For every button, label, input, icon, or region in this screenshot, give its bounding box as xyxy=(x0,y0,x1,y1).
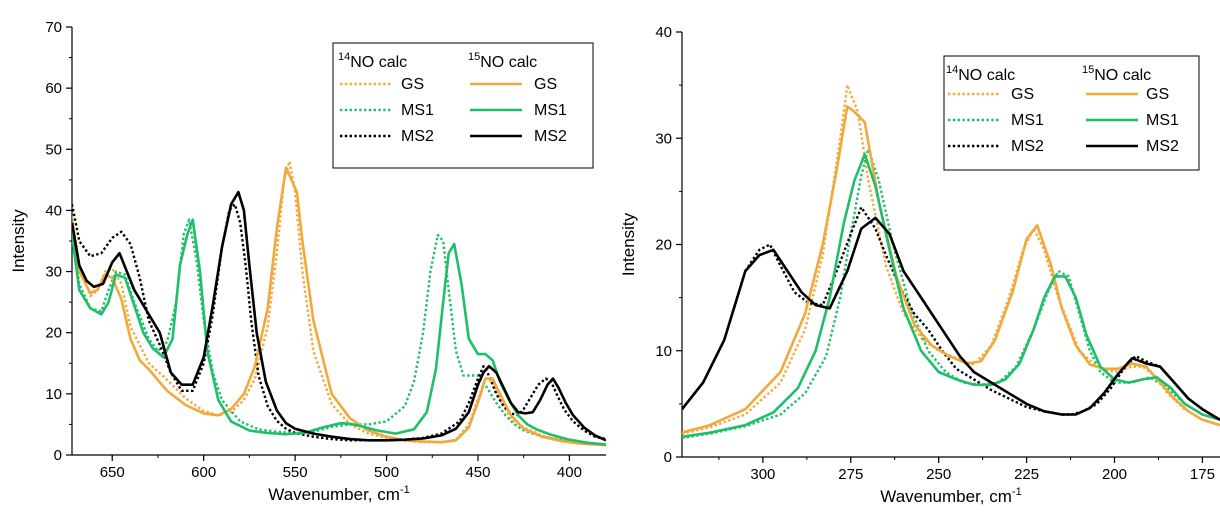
x-tick-label: 200 xyxy=(1102,466,1127,483)
plot-area xyxy=(72,160,606,447)
x-tick-label: 225 xyxy=(1014,466,1039,483)
legend-entry-14no: MS1 xyxy=(1011,112,1044,129)
legend-header-text: NO calc xyxy=(480,54,537,71)
legend-entry-14no: MS2 xyxy=(401,128,434,145)
legend-box xyxy=(943,55,1200,171)
y-tick-label: 30 xyxy=(45,264,62,281)
legend-header-sup: 14 xyxy=(338,51,350,63)
y-tick-label: 0 xyxy=(54,447,62,464)
chart-right: 0 10 20 30 40 300 275 250 225 200 175 Wavenumber, c… xyxy=(619,24,1220,506)
x-tick-label: 275 xyxy=(838,466,863,483)
legend-entry-15no: MS2 xyxy=(1146,138,1179,155)
y-tick-label: 60 xyxy=(45,80,62,97)
legend-entry-15no: GS xyxy=(1146,86,1169,103)
x-tick-label: 600 xyxy=(191,464,216,481)
legend-box xyxy=(332,42,594,169)
x-tick-label: 400 xyxy=(557,464,582,481)
y-tick-label: 40 xyxy=(655,24,672,41)
x-tick-label: 550 xyxy=(283,464,308,481)
y-axis-title: Intensity xyxy=(619,212,638,276)
y-tick-label: 20 xyxy=(655,237,672,254)
legend-entry-14no: GS xyxy=(401,76,424,93)
y-tick-label: 10 xyxy=(655,343,672,360)
series-line-ms2-15no xyxy=(72,190,606,442)
series-line-gs-15no xyxy=(682,105,1220,434)
legend-entry-14no: MS2 xyxy=(1011,138,1044,155)
y-tick-label: 30 xyxy=(655,130,672,147)
plot-area xyxy=(682,83,1220,440)
x-tick-label: 500 xyxy=(374,464,399,481)
series-line-ms2-14no xyxy=(72,203,606,442)
legend-header-sup: 15 xyxy=(1082,64,1094,76)
legend-header-15no: 15NO calc xyxy=(1082,64,1151,84)
x-tick-label: 175 xyxy=(1190,466,1215,483)
legend-header-text: NO calc xyxy=(958,67,1015,84)
series-line-ms1-15no xyxy=(682,152,1220,439)
y-axis-title: Intensity xyxy=(9,209,28,273)
x-axis-title-superscript: -1 xyxy=(400,484,410,496)
legend-header-sup: 15 xyxy=(468,51,480,63)
legend-header-text: NO calc xyxy=(1094,67,1151,84)
legend-entry-15no: MS1 xyxy=(1146,112,1179,129)
series-line-gs-14no xyxy=(72,160,606,446)
y-tick-label: 50 xyxy=(45,141,62,158)
legend-entry-15no: GS xyxy=(534,76,557,93)
legend-header-14no: 14NO calc xyxy=(338,51,407,71)
x-axis-title: Wavenumber, cm-1 xyxy=(268,484,409,504)
chart-left: 0 10 20 30 40 50 60 70 650 600 550 500 450 400 Wavenum… xyxy=(9,19,606,504)
x-tick-label: 300 xyxy=(750,466,775,483)
series-line-ms2-14no xyxy=(682,206,1220,421)
legend-header-text: NO calc xyxy=(350,54,407,71)
series-line-ms2-15no xyxy=(682,216,1220,421)
legend-header-14no: 14NO calc xyxy=(946,64,1015,84)
y-tick-label: 20 xyxy=(45,325,62,342)
y-tick-label: 40 xyxy=(45,202,62,219)
y-tick-label: 0 xyxy=(664,449,672,466)
x-axis-title-superscript: -1 xyxy=(1012,486,1022,498)
legend-header-15no: 15NO calc xyxy=(468,51,537,71)
legend-entry-15no: MS2 xyxy=(534,128,567,145)
series-line-ms1-14no xyxy=(682,147,1220,440)
legend-entry-14no: GS xyxy=(1011,86,1034,103)
y-tick-label: 10 xyxy=(45,386,62,403)
x-tick-label: 450 xyxy=(465,464,490,481)
legend-entry-14no: MS1 xyxy=(401,102,434,119)
legend-entry-15no: MS1 xyxy=(534,102,567,119)
x-tick-label: 650 xyxy=(100,464,125,481)
x-tick-label: 250 xyxy=(926,466,951,483)
series-line-gs-15no xyxy=(72,166,606,447)
y-tick-label: 70 xyxy=(45,19,62,36)
legend-header-sup: 14 xyxy=(946,64,958,76)
x-axis-title: Wavenumber, cm-1 xyxy=(880,486,1021,506)
